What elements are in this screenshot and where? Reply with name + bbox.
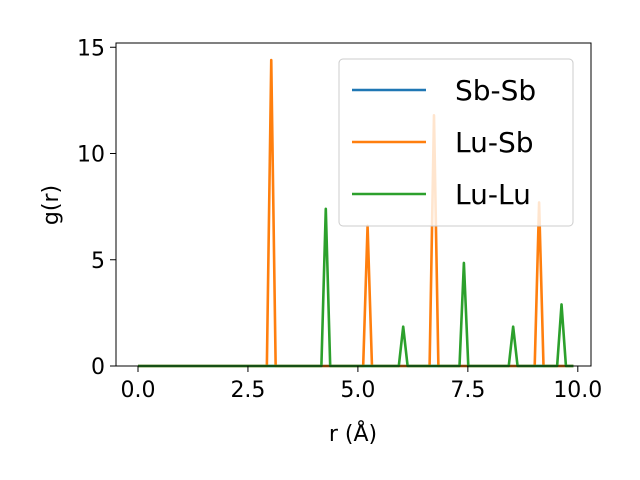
- y-tick-label: 0: [91, 355, 105, 380]
- peak-point-3-4: [512, 325, 514, 328]
- x-tick-label: 5.0: [340, 378, 375, 403]
- y-axis: 0 5 10 15: [77, 36, 116, 380]
- plot-frame: [115, 42, 592, 367]
- y-axis-label: g(r): [39, 185, 64, 225]
- legend: Sb-Sb Lu-Sb Lu-Lu: [338, 58, 574, 227]
- legend-label-1: Sb-Sb: [455, 74, 536, 107]
- y-tick-label: 5: [91, 249, 105, 274]
- y-tick-label: 10: [77, 143, 105, 168]
- x-tick-label: 10.0: [553, 378, 602, 403]
- peak-point-3-3: [463, 262, 465, 264]
- x-tick-label: 0.0: [120, 378, 155, 403]
- x-axis: 0.0 2.5 5.0 7.5 10.0: [120, 366, 602, 403]
- x-tick-label: 2.5: [230, 378, 265, 403]
- legend-box: [338, 58, 574, 227]
- peak-point-3-2: [402, 325, 405, 328]
- x-axis-label: r (Å): [329, 420, 377, 447]
- legend-label-2: Lu-Sb: [455, 126, 534, 159]
- peak-point-2-1: [270, 59, 273, 61]
- y-tick-label: 15: [77, 36, 105, 61]
- peak-point-3-1: [324, 207, 327, 210]
- legend-label-3: Lu-Lu: [455, 178, 531, 211]
- peak-point-3-5: [560, 303, 563, 306]
- series-line-3: [137, 207, 574, 368]
- x-tick-label: 7.5: [450, 378, 485, 403]
